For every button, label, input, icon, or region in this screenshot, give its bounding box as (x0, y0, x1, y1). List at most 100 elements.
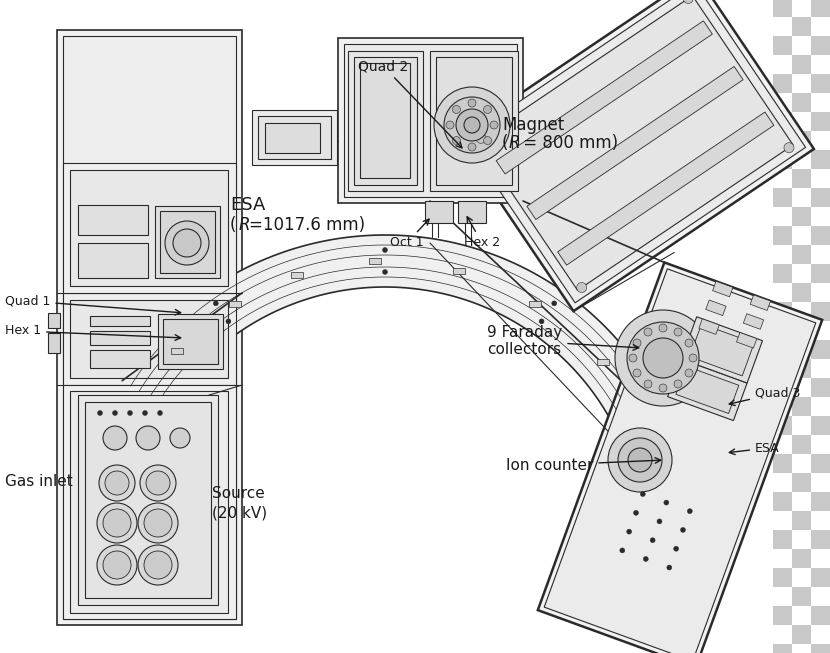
Polygon shape (681, 317, 763, 383)
Bar (773, 264, 792, 283)
Bar (436, 57, 512, 185)
Polygon shape (750, 295, 770, 310)
Bar (792, 359, 811, 378)
Text: ESA: ESA (730, 441, 779, 454)
Bar (354, 57, 417, 185)
Text: Hex 1: Hex 1 (5, 325, 181, 340)
Circle shape (138, 545, 178, 585)
Bar (773, 112, 792, 131)
Circle shape (444, 97, 500, 153)
Bar (811, 454, 830, 473)
Text: R: R (509, 134, 520, 152)
Text: (20 kV): (20 kV) (212, 505, 267, 520)
Bar (811, 606, 830, 625)
Circle shape (213, 301, 218, 306)
Circle shape (456, 109, 488, 141)
Bar (773, 416, 792, 435)
Bar (792, 549, 811, 568)
Bar (811, 340, 830, 359)
Circle shape (683, 0, 693, 3)
Text: ESA: ESA (230, 196, 266, 214)
Circle shape (97, 545, 137, 585)
Circle shape (484, 136, 491, 144)
Circle shape (674, 328, 682, 336)
Text: Source: Source (212, 485, 265, 500)
Circle shape (644, 328, 652, 336)
Bar (811, 36, 830, 55)
Bar (792, 397, 811, 416)
Bar (773, 302, 792, 321)
Bar (265, 123, 320, 153)
Circle shape (666, 565, 671, 570)
Circle shape (629, 354, 637, 362)
Circle shape (627, 322, 699, 394)
Circle shape (97, 503, 137, 543)
Circle shape (136, 426, 160, 450)
Circle shape (633, 369, 641, 377)
Bar (773, 492, 792, 511)
Bar (773, 226, 792, 245)
Polygon shape (477, 0, 793, 291)
Bar (48, 333, 60, 353)
Polygon shape (744, 313, 764, 329)
Text: 9 Faraday
collectors: 9 Faraday collectors (487, 325, 638, 357)
Text: (: ( (502, 134, 508, 152)
Circle shape (674, 380, 682, 388)
Bar (291, 272, 303, 278)
Polygon shape (736, 332, 757, 348)
Text: =1017.6 mm): =1017.6 mm) (249, 216, 365, 234)
Bar (773, 378, 792, 397)
Polygon shape (676, 366, 739, 413)
Circle shape (226, 319, 231, 324)
Bar (252, 110, 337, 165)
Bar (85, 402, 211, 598)
Circle shape (643, 556, 648, 562)
Bar (792, 283, 811, 302)
Circle shape (103, 426, 127, 450)
Bar (811, 302, 830, 321)
Polygon shape (706, 300, 726, 315)
Bar (430, 51, 518, 191)
Circle shape (158, 411, 163, 415)
Circle shape (659, 384, 667, 392)
Bar (369, 258, 381, 264)
Circle shape (633, 511, 638, 515)
Circle shape (97, 411, 102, 415)
Bar (792, 55, 811, 74)
Polygon shape (465, 0, 806, 303)
Bar (57, 30, 242, 625)
Circle shape (640, 492, 646, 496)
Bar (773, 530, 792, 549)
Circle shape (99, 465, 135, 501)
Circle shape (659, 324, 667, 332)
Circle shape (627, 529, 632, 534)
Text: Magnet: Magnet (502, 116, 564, 134)
Circle shape (170, 428, 190, 448)
Polygon shape (496, 21, 712, 174)
Bar (792, 587, 811, 606)
Circle shape (633, 339, 641, 347)
Circle shape (128, 411, 133, 415)
Bar (63, 293, 236, 385)
Polygon shape (456, 0, 814, 311)
Text: Quad 1: Quad 1 (5, 295, 181, 315)
Bar (773, 36, 792, 55)
Circle shape (434, 87, 510, 163)
Bar (811, 492, 830, 511)
Bar (773, 606, 792, 625)
Circle shape (685, 369, 693, 377)
Circle shape (685, 339, 693, 347)
Polygon shape (558, 112, 774, 265)
Bar (78, 243, 148, 278)
Circle shape (173, 229, 201, 257)
Polygon shape (713, 281, 733, 297)
Polygon shape (690, 324, 754, 376)
Circle shape (383, 247, 388, 253)
Circle shape (140, 465, 176, 501)
Bar (792, 169, 811, 188)
Circle shape (664, 500, 669, 505)
Bar (792, 207, 811, 226)
Circle shape (105, 471, 129, 495)
Circle shape (628, 448, 652, 472)
Circle shape (383, 270, 388, 274)
